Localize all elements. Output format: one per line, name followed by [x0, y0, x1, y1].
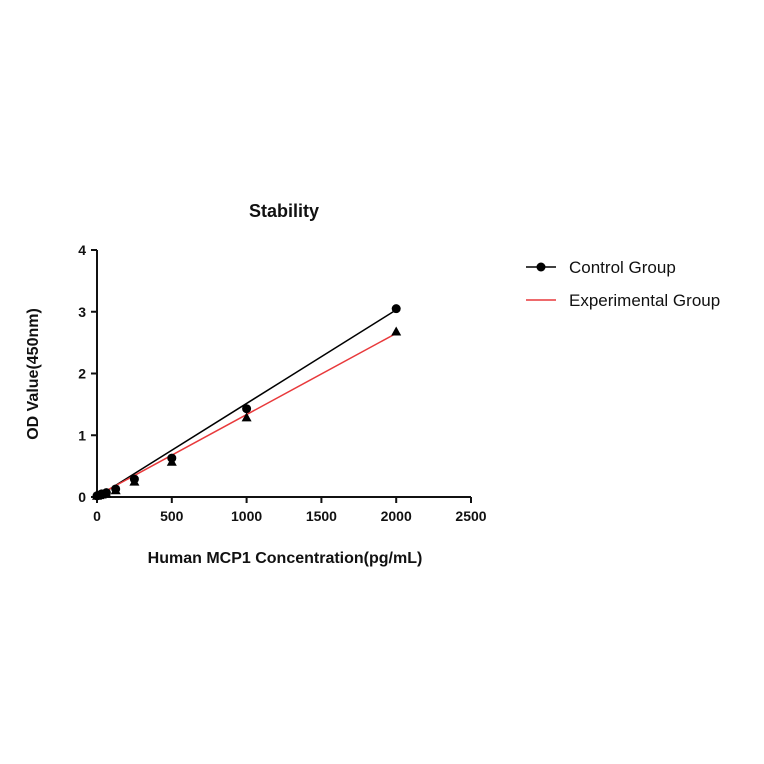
data-point-control — [111, 484, 121, 494]
data-point-experimental — [391, 326, 402, 336]
data-point-control — [391, 304, 401, 314]
y-tick-label: 2 — [78, 366, 86, 382]
y-tick-label: 4 — [78, 242, 86, 258]
fit-line-control — [96, 309, 397, 498]
x-tick-label: 2000 — [381, 508, 412, 524]
x-axis-label: Human MCP1 Concentration(pg/mL) — [148, 550, 423, 567]
y-axis-label: OD Value(450nm) — [25, 308, 42, 440]
x-tick-label: 2500 — [455, 508, 486, 524]
y-tick-label: 1 — [78, 427, 86, 443]
legend: Control Group Experimental Group — [526, 258, 720, 310]
legend-control-marker — [536, 262, 546, 272]
data-point-experimental — [241, 412, 252, 422]
legend-control-label: Control Group — [569, 258, 676, 277]
y-tick-label: 3 — [78, 304, 86, 320]
data-point-control — [129, 474, 139, 484]
x-tick-label: 1500 — [306, 508, 337, 524]
data-point-control — [242, 404, 252, 414]
chart-title: Stability — [249, 201, 319, 221]
x-tick-label: 0 — [93, 508, 101, 524]
y-tick-label: 0 — [78, 489, 86, 505]
legend-experimental-label: Experimental Group — [569, 291, 720, 310]
data-point-control — [101, 488, 111, 498]
data-point-control — [167, 453, 177, 463]
x-tick-label: 500 — [160, 508, 184, 524]
x-tick-label: 1000 — [231, 508, 262, 524]
